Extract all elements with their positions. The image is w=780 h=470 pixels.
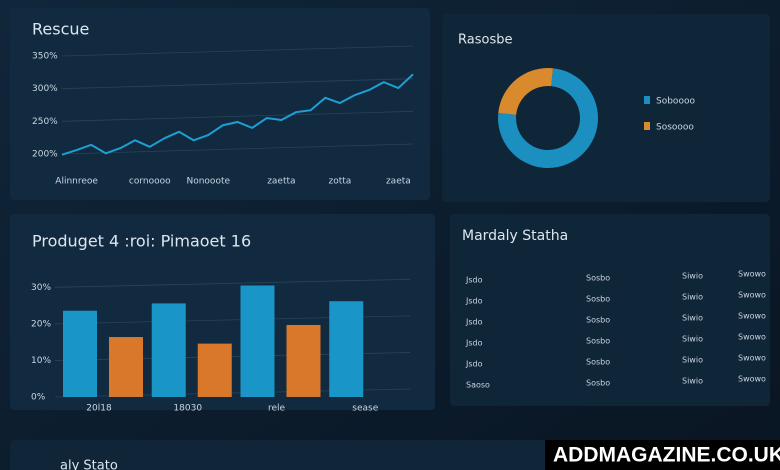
y-tick-label: 350% (32, 52, 58, 62)
y-tick-label: 200% (32, 150, 58, 160)
table-cell: Swowo (738, 312, 766, 321)
table-cell: Siwio (682, 377, 703, 386)
panel-title: Rescue (32, 20, 89, 39)
panel-title: Mardaly Statha (462, 228, 568, 244)
table-cell: Swowo (738, 354, 766, 363)
y-tick-label: 20% (31, 319, 51, 329)
bar (197, 343, 232, 397)
table-cell: Swowo (738, 270, 766, 279)
table-cell: Siwio (682, 314, 703, 323)
watermark-bg (545, 440, 780, 470)
table-cell: Jsdo (465, 360, 483, 369)
table-cell: Sosbo (586, 316, 610, 325)
table-cell: Swowo (738, 333, 766, 342)
panel (450, 214, 770, 406)
line (61, 73, 414, 156)
panel-title: Produget 4 :roi: Pimaoet 16 (32, 232, 251, 251)
legend-label: Sosoooo (656, 123, 694, 133)
table-cell: Sosbo (586, 295, 610, 304)
table-cell: Siwio (682, 293, 703, 302)
table-cell: Sosbo (586, 337, 610, 346)
table-cell: Swowo (738, 291, 766, 300)
grid-line (61, 78, 414, 90)
pie-slice (498, 68, 598, 168)
table-cell: Jsdo (465, 318, 483, 327)
x-tick-label: rele (268, 404, 286, 414)
x-tick-label: zaetta (267, 177, 295, 187)
grid-line (61, 110, 414, 122)
x-tick-label: Alinnreoe (55, 177, 98, 187)
table-cell: Jsdo (465, 276, 483, 285)
table-cell: Siwio (682, 335, 703, 344)
table-cell: Jsdo (465, 297, 483, 306)
x-tick-label: sease (352, 404, 378, 414)
watermark: ADDMAGAZINE.CO.UK (553, 444, 780, 467)
table-cell: Siwio (682, 356, 703, 365)
x-tick-label: zotta (328, 177, 351, 187)
bar (151, 303, 186, 397)
x-tick-label: Nonooote (186, 177, 230, 187)
table-cell: Jsdo (465, 339, 483, 348)
x-tick-label: 20l18 (86, 404, 112, 414)
table-cell: Siwio (682, 272, 703, 281)
grid-line (61, 45, 414, 57)
bar (109, 337, 143, 397)
bar (240, 285, 275, 397)
bar (286, 324, 321, 397)
x-tick-label: cornoooo (129, 177, 171, 187)
y-tick-label: 250% (32, 117, 58, 127)
y-tick-label: 30% (31, 283, 51, 293)
y-tick-label: 0% (31, 393, 46, 403)
grid-line (61, 143, 414, 155)
panel-title: aly Stato (60, 459, 118, 470)
panel-title: Rasosbe (458, 33, 512, 48)
legend-label: Soboooo (656, 97, 695, 107)
y-tick-label: 300% (32, 84, 58, 94)
table-cell: Sosbo (586, 358, 610, 367)
x-tick-label: 18030 (173, 404, 202, 414)
panel (10, 8, 430, 200)
table-cell: Sosbo (586, 379, 610, 388)
legend-swatch (644, 96, 650, 104)
table-cell: Saoso (466, 381, 490, 390)
y-tick-label: 10% (31, 356, 51, 366)
bar (63, 310, 97, 397)
pie-slice (498, 67, 553, 115)
bar (329, 301, 364, 397)
x-tick-label: zaeta (386, 177, 411, 187)
table-cell: Swowo (738, 375, 766, 384)
legend-swatch (644, 122, 650, 130)
grid-line (54, 278, 411, 288)
table-cell: Sosbo (586, 274, 610, 283)
